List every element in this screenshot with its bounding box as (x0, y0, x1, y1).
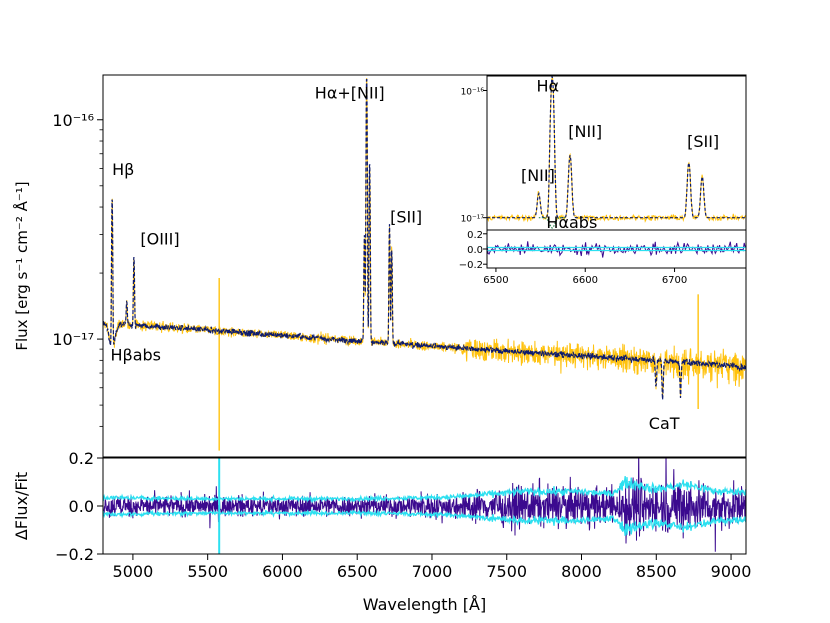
inset-plot-area (487, 76, 746, 229)
inset-annotation: Hαabs (546, 213, 597, 232)
res-ytick-label: 0.2 (69, 449, 94, 468)
xtick-label: 8500 (636, 562, 677, 581)
residual-ylabel: ΔFlux/Fit (12, 472, 31, 540)
inset-annotation: [SII] (687, 132, 719, 151)
main-ylabel: Flux [erg s⁻¹ cm⁻² Å⁻¹] (12, 181, 31, 350)
inset-halpha-absorption (538, 217, 566, 229)
xtick-label: 9000 (711, 562, 752, 581)
main-annotation: Hβabs (110, 345, 161, 364)
main-annotation: [OIII] (140, 229, 179, 248)
res-ytick-label: 0.0 (69, 497, 94, 516)
main-annotation: Hα+[NII] (315, 84, 385, 103)
inset-res-ytick-label: 0.0 (467, 245, 483, 256)
xtick-label: 6500 (337, 562, 378, 581)
xtick-label: 7000 (412, 562, 453, 581)
inset-xtick-label: 6700 (662, 275, 687, 286)
inset-res-ytick-label: 0.2 (467, 230, 483, 241)
inset-xtick-label: 6600 (573, 275, 598, 286)
xtick-label: 8000 (561, 562, 602, 581)
residual-plot-area (103, 458, 746, 554)
inset-annotation: [NII] (521, 166, 555, 185)
residual-x-axis: 5000 5500 6000 6500 7000 7500 8000 8500 9000 (113, 554, 752, 581)
inset-res-ytick-label: −0.2 (459, 260, 483, 271)
noise-lower-line (103, 508, 746, 536)
main-annotation: [SII] (390, 208, 422, 227)
main-annotation: CaT (649, 414, 680, 433)
model-spectrum (103, 78, 746, 400)
main-annotations: Hβ [OIII] Hα+[NII] [SII] Hβabs CaT (110, 84, 679, 433)
main-annotation: Hβ (112, 160, 134, 179)
inset-panel: 10⁻¹⁷ 10⁻¹⁶ [NII] Hα [NII] [SII] Hαabs −0.2 0.0 0… (459, 75, 747, 286)
main-ytick-label: 10⁻¹⁶ (52, 111, 94, 130)
main-y-axis: 10⁻¹⁷ 10⁻¹⁶ (52, 111, 103, 427)
res-ytick-label: −0.2 (55, 545, 94, 564)
inset-background (487, 76, 746, 268)
main-ytick-label: 10⁻¹⁷ (52, 330, 94, 349)
noise-upper-line (103, 476, 746, 504)
xtick-label: 5000 (113, 562, 154, 581)
inset-residual-plot-area (487, 240, 746, 258)
xtick-label: 7500 (486, 562, 527, 581)
xtick-label: 5500 (187, 562, 228, 581)
x-axis-label: Wavelength [Å] (363, 595, 486, 614)
inset-model-spectrum (487, 76, 746, 219)
residual-y-axis: −0.2 0.0 0.2 (55, 449, 103, 564)
inset-annotation: Hα (536, 77, 559, 96)
inset-ytick-label: 10⁻¹⁶ (461, 87, 485, 97)
main-plot-area (103, 78, 746, 451)
inset-xtick-label: 6500 (483, 275, 508, 286)
observed-spectrum (103, 78, 746, 399)
inset-annotation: [NII] (568, 122, 602, 141)
xtick-label: 6000 (262, 562, 303, 581)
residual-panel: 5000 5500 6000 6500 7000 7500 8000 8500 9000 −0.2… (12, 449, 752, 614)
inset-ytick-label: 10⁻¹⁷ (461, 215, 485, 225)
